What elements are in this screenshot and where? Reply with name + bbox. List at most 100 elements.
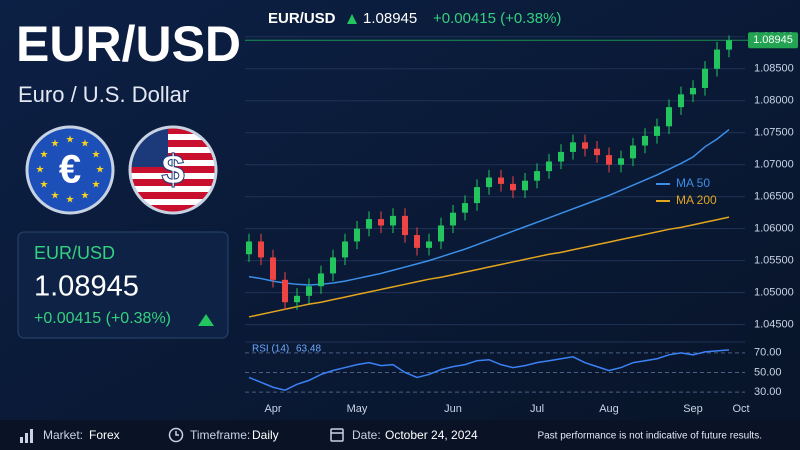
candle-body [282, 279, 288, 303]
calendar-icon [330, 428, 344, 442]
candle-body [558, 151, 564, 162]
svg-text:★: ★ [40, 180, 49, 191]
candle-body [414, 235, 420, 248]
x-tick-label: Aug [599, 403, 619, 415]
rsi-line [248, 349, 730, 391]
y-tick-label: 1.07000 [754, 159, 794, 171]
candle-body [678, 94, 684, 108]
x-tick-label: Oct [732, 403, 749, 415]
svg-text:★: ★ [51, 191, 60, 202]
candle-body [618, 158, 624, 165]
candle-body [402, 215, 408, 236]
candle-body [354, 228, 360, 242]
candle-body [726, 40, 732, 50]
header-arrow [347, 14, 357, 24]
footer-bar [0, 420, 800, 450]
candle-body [342, 241, 348, 258]
candle-body [366, 219, 372, 229]
y-tick-label: 1.08000 [754, 95, 794, 107]
market-icon [20, 429, 33, 443]
card-price: 1.08945 [34, 271, 139, 303]
svg-text:★: ★ [36, 165, 45, 176]
svg-text:$: $ [161, 146, 184, 193]
svg-text:★: ★ [66, 195, 75, 206]
header-price: 1.08945 [363, 10, 417, 27]
y-tick-label: 30.00 [754, 386, 782, 398]
candle-body [378, 219, 384, 226]
candle-body [330, 257, 336, 274]
up-arrow [198, 314, 214, 326]
rsi-title: RSI (14) [252, 344, 289, 355]
timeframe-label: Timeframe: [190, 428, 250, 442]
market-label: Market: [43, 428, 83, 442]
candle-body [594, 148, 600, 156]
candle-body [546, 161, 552, 172]
candle-body [570, 142, 576, 152]
main-symbol: EUR/USD [16, 16, 241, 72]
date-value: October 24, 2024 [385, 428, 478, 442]
svg-text:★: ★ [81, 191, 90, 202]
header-symbol: EUR/USD [268, 10, 336, 27]
y-tick-label: 1.05500 [754, 255, 794, 267]
disclaimer: Past performance is not indicative of fu… [537, 431, 762, 442]
card-symbol: EUR/USD [34, 243, 115, 263]
y-tick-label: 50.00 [754, 366, 782, 378]
x-tick-label: Sep [683, 403, 703, 415]
candle-body [462, 203, 468, 213]
y-tick-label: 1.04500 [754, 319, 794, 331]
candle-body [246, 241, 252, 255]
svg-text:★: ★ [96, 165, 105, 176]
candle-body [426, 241, 432, 248]
candle-body [318, 273, 324, 287]
candle-body [606, 155, 612, 165]
x-tick-label: Jun [444, 403, 462, 415]
candle-body [714, 49, 720, 69]
header-change: +0.00415 (+0.38%) [433, 10, 561, 27]
candle-body [474, 187, 480, 204]
candle-body [450, 212, 456, 226]
clock-icon [168, 427, 184, 443]
plot: 1.090001.085001.080001.075001.070001.065… [245, 31, 798, 415]
x-tick-label: Apr [264, 403, 281, 415]
x-tick-label: Jul [530, 403, 544, 415]
candle-body [702, 68, 708, 88]
svg-text:★: ★ [92, 180, 101, 191]
svg-text:★: ★ [92, 150, 101, 161]
candle-body [666, 107, 672, 127]
card-change: +0.00415 (+0.38%) [34, 310, 171, 327]
y-tick-label: 1.07500 [754, 127, 794, 139]
candle-body [690, 87, 696, 95]
y-tick-label: 1.06000 [754, 223, 794, 235]
date-label: Date: [352, 428, 381, 442]
candle-body [582, 142, 588, 149]
candle-body [438, 225, 444, 242]
y-tick-label: 1.06500 [754, 191, 794, 203]
candle-body [630, 145, 636, 159]
candle-body [522, 180, 528, 191]
eu-flag: ★ ★★★ ★★★★ ★★★★ € [25, 125, 115, 215]
x-tick-label: May [347, 403, 368, 415]
svg-text:€: € [59, 148, 81, 192]
y-tick-label: 1.05000 [754, 287, 794, 299]
quote-card [17, 231, 229, 339]
timeframe-value: Daily [252, 428, 279, 442]
market-value: Forex [89, 428, 120, 442]
candle-body [390, 215, 396, 226]
candle-body [654, 126, 660, 136]
price-tag-label: 1.08945 [753, 34, 793, 46]
y-tick-label: 70.00 [754, 347, 782, 359]
candle-body [486, 177, 492, 188]
svg-text:★: ★ [81, 139, 90, 150]
moving-average-line [248, 216, 730, 318]
candle-body [270, 257, 276, 280]
price-tag [748, 32, 798, 49]
subtitle: Euro / U.S. Dollar [18, 82, 189, 107]
candle-body [534, 171, 540, 181]
candle-body [510, 183, 516, 191]
candle-body [294, 295, 300, 303]
candle-body [258, 241, 264, 258]
svg-text:★: ★ [40, 150, 49, 161]
legend-label: MA 200 [676, 193, 717, 207]
